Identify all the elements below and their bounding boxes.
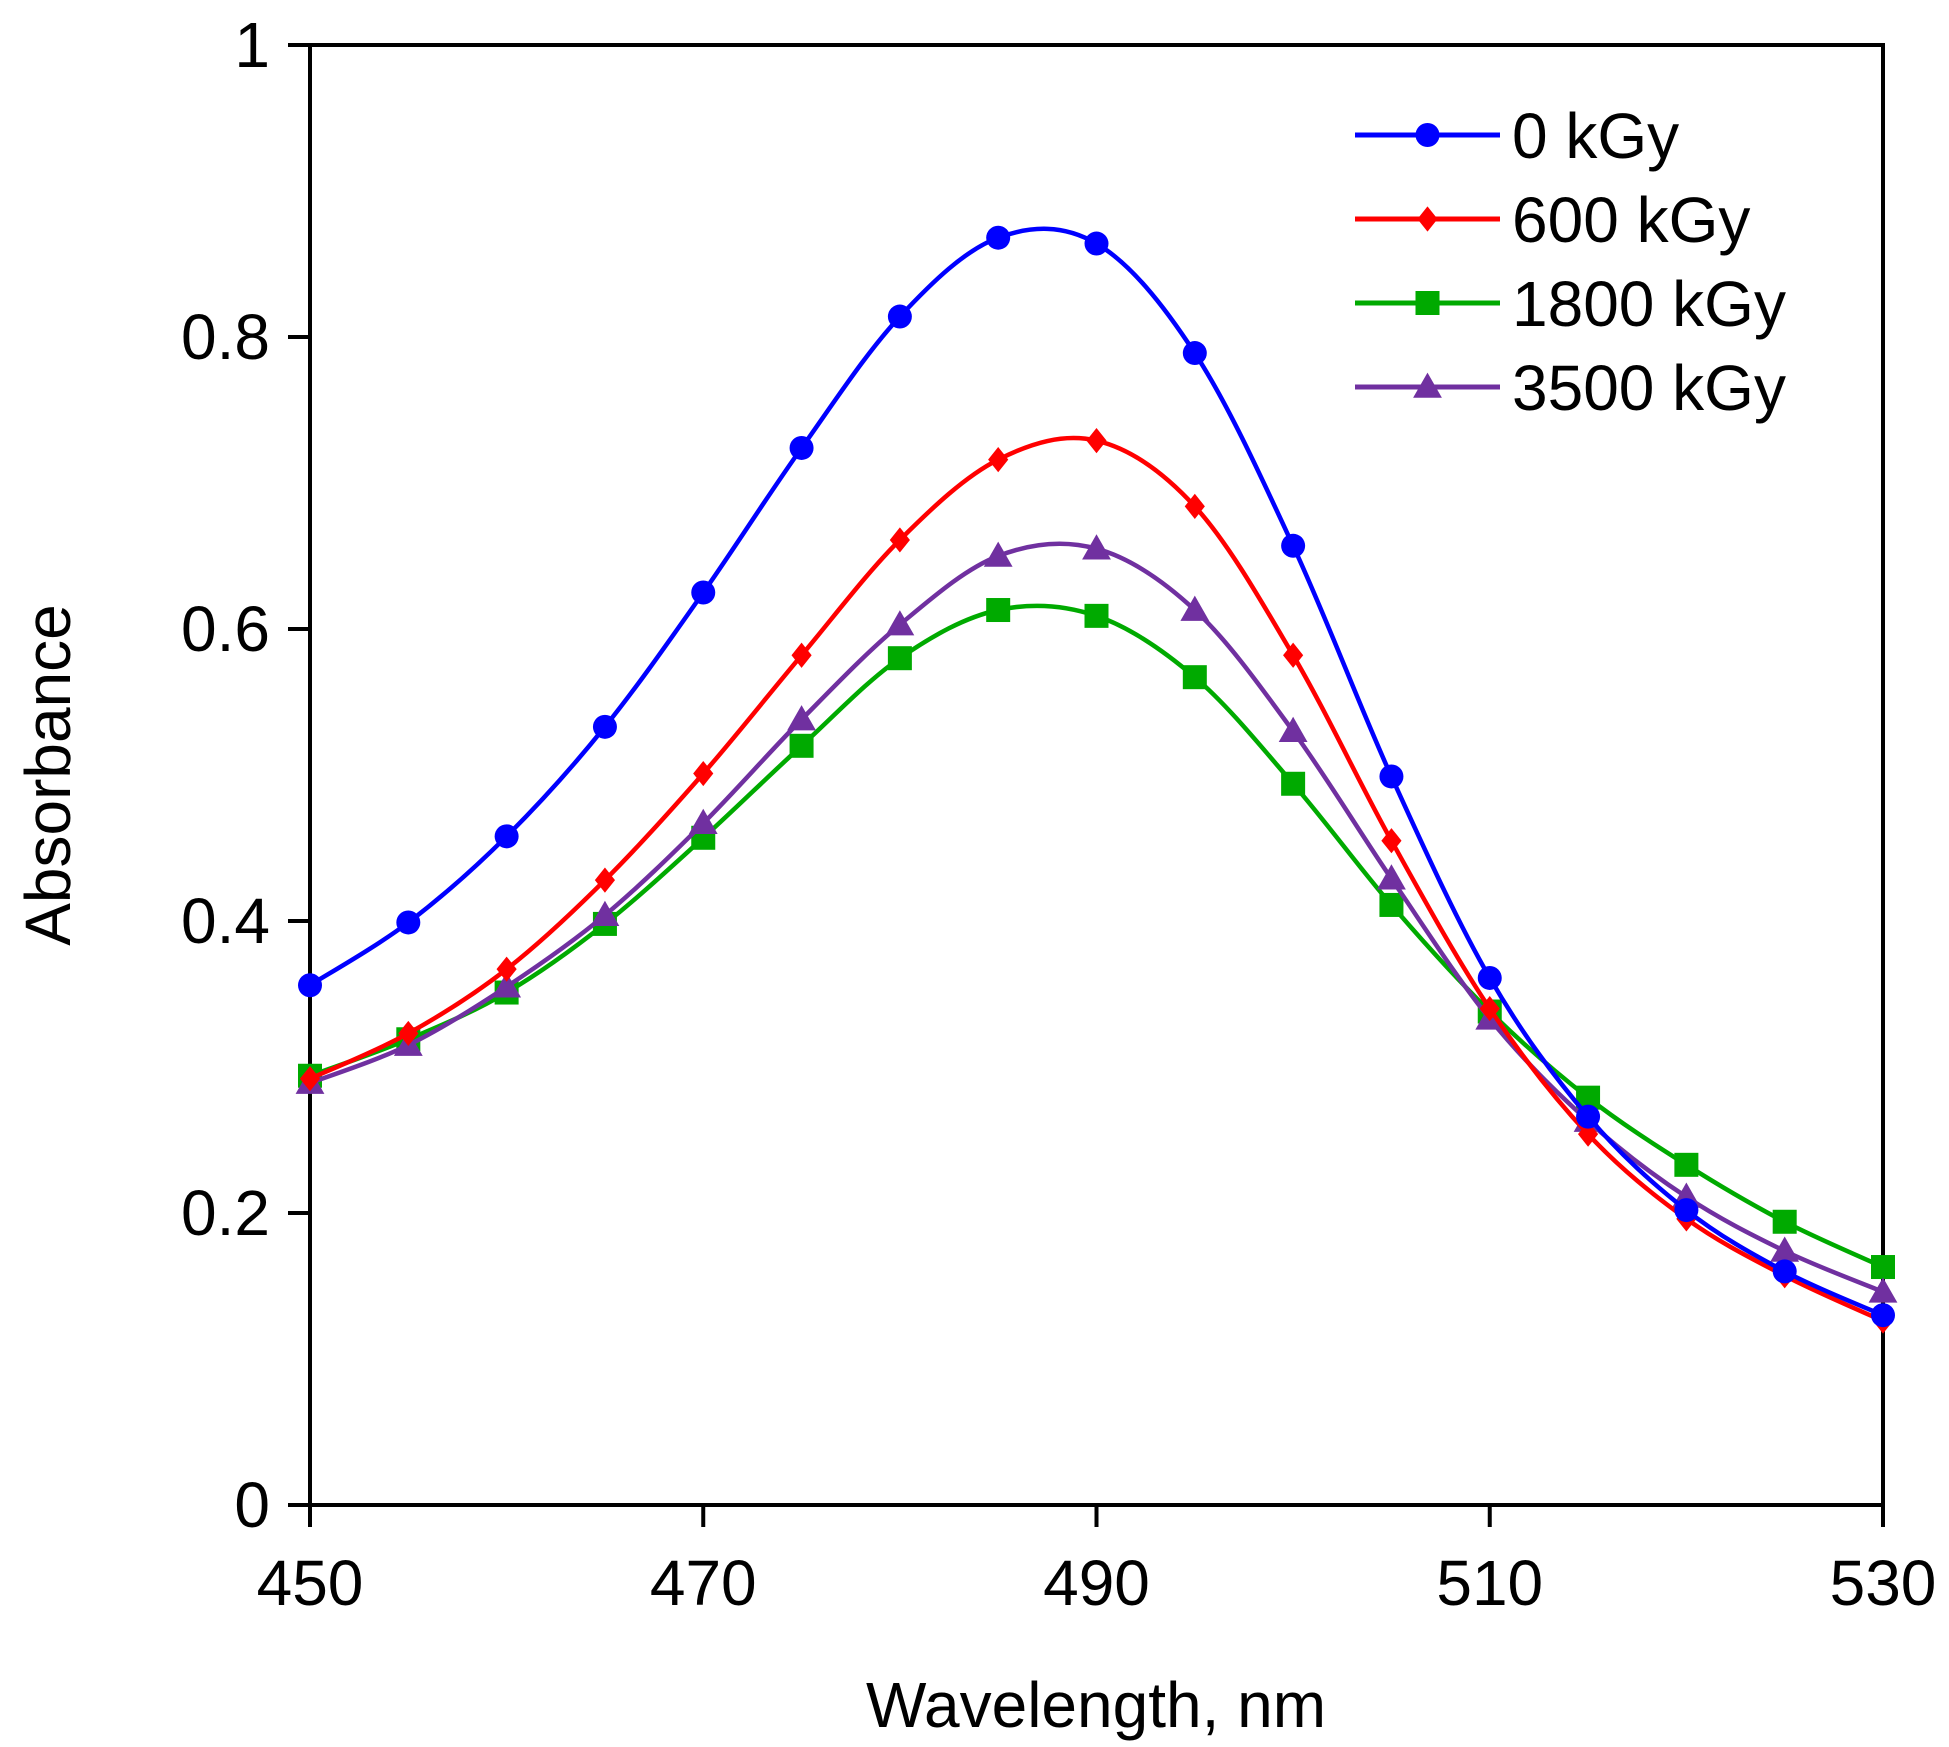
data-point xyxy=(787,705,816,731)
data-point xyxy=(791,642,812,668)
y-tick-label: 1 xyxy=(234,9,270,81)
data-point xyxy=(1281,771,1306,796)
data-point xyxy=(1871,1255,1895,1280)
data-point xyxy=(887,646,912,671)
x-tick-label: 490 xyxy=(1043,1547,1150,1619)
data-point xyxy=(688,808,718,834)
data-point xyxy=(492,972,522,998)
data-point xyxy=(1477,965,1502,990)
legend-entry: 3500 kGy xyxy=(1355,352,1786,424)
y-axis-ticks: 0 0.2 0.4 0.6 0.8 1 xyxy=(181,9,310,1541)
legend-label: 600 kGy xyxy=(1512,184,1750,256)
data-point xyxy=(1086,428,1107,454)
x-tick-label: 530 xyxy=(1830,1547,1937,1619)
legend-entry: 0 kGy xyxy=(1355,100,1679,172)
series-600-kgy xyxy=(299,428,1894,1334)
y-tick-label: 0 xyxy=(234,1469,270,1541)
legend-label: 0 kGy xyxy=(1512,100,1679,172)
data-point xyxy=(1278,716,1308,742)
data-point xyxy=(1577,1121,1599,1147)
data-point xyxy=(988,447,1009,473)
data-point xyxy=(1084,603,1109,628)
legend: 0 kGy 600 kGy 1800 kGy 3500 kGy xyxy=(1355,100,1786,424)
legend-label: 1800 kGy xyxy=(1512,268,1786,340)
data-point xyxy=(590,900,620,926)
series-0-kgy xyxy=(298,225,1895,1328)
x-tick-label: 450 xyxy=(257,1547,364,1619)
data-point xyxy=(1180,595,1210,621)
data-point xyxy=(1479,996,1500,1022)
data-point xyxy=(789,733,814,758)
data-point xyxy=(887,304,912,329)
x-axis-ticks: 450 470 490 510 530 xyxy=(257,1505,1937,1619)
data-point xyxy=(1084,231,1109,256)
data-point xyxy=(983,541,1013,567)
data-point xyxy=(693,760,714,787)
data-point xyxy=(691,580,716,605)
x-tick-label: 470 xyxy=(650,1547,757,1619)
data-point xyxy=(1770,1236,1800,1262)
data-point xyxy=(885,610,915,636)
legend-label: 3500 kGy xyxy=(1512,352,1786,424)
data-point xyxy=(299,1066,321,1092)
data-point xyxy=(494,824,519,849)
y-tick-label: 0.6 xyxy=(181,593,270,665)
x-tick-label: 510 xyxy=(1436,1547,1543,1619)
data-point xyxy=(298,973,322,998)
data-point xyxy=(396,910,421,935)
series-line xyxy=(309,435,1884,1324)
data-point xyxy=(1415,123,1440,147)
data-point xyxy=(986,598,1011,623)
data-point xyxy=(1184,493,1205,519)
data-point xyxy=(1379,764,1404,789)
data-point xyxy=(1772,1209,1797,1234)
data-point xyxy=(496,956,517,982)
data-point xyxy=(594,867,616,893)
plot-frame xyxy=(308,43,1885,1507)
x-axis-title: Wavelength, nm xyxy=(866,1669,1326,1741)
data-point xyxy=(1417,206,1438,232)
data-point xyxy=(1182,341,1207,366)
data-point xyxy=(1379,892,1404,917)
data-point xyxy=(1283,642,1304,668)
legend-entry: 1800 kGy xyxy=(1355,268,1786,340)
data-point xyxy=(1772,1259,1797,1284)
data-point xyxy=(592,714,617,739)
data-point xyxy=(1377,864,1406,890)
data-point xyxy=(1868,1277,1898,1303)
y-tick-label: 0.4 xyxy=(181,885,270,957)
legend-entry: 600 kGy xyxy=(1355,184,1750,256)
data-point xyxy=(1413,372,1442,398)
y-tick-label: 0.8 xyxy=(181,301,270,373)
data-point xyxy=(789,435,814,460)
data-point xyxy=(1674,1198,1699,1223)
data-point xyxy=(398,1020,419,1047)
data-point xyxy=(1576,1104,1601,1129)
data-point xyxy=(1182,665,1207,690)
data-point xyxy=(1871,1303,1895,1328)
data-point xyxy=(889,527,910,553)
data-point xyxy=(1381,828,1402,854)
y-tick-label: 0.2 xyxy=(181,1177,270,1249)
data-point xyxy=(986,225,1011,250)
series-layer xyxy=(295,225,1898,1334)
data-point xyxy=(1281,533,1306,558)
data-point xyxy=(1082,534,1111,560)
data-point xyxy=(1415,291,1440,315)
y-axis-title: Absorbance xyxy=(12,604,84,946)
data-point xyxy=(1674,1152,1699,1177)
